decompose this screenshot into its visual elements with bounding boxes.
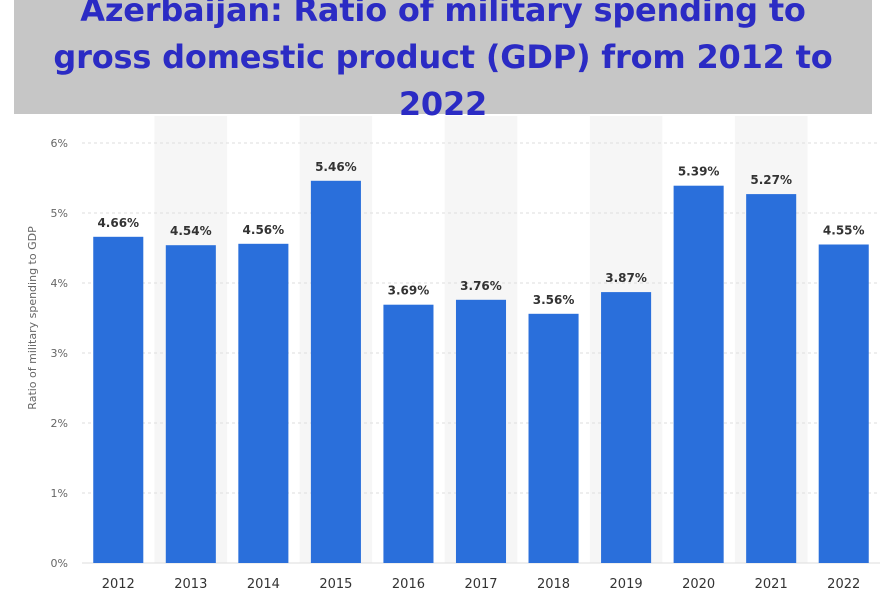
data-label: 5.39% [678,165,720,179]
data-label: 3.69% [388,284,430,298]
y-tick-label: 5% [51,207,68,220]
y-axis: 0% 1% 2% 3% 4% 5% 6% [51,137,68,570]
bar [238,243,289,564]
x-tick-label: 2019 [610,577,643,592]
y-axis-title: Ratio of military spending to GDP [26,226,39,410]
bar [746,194,797,563]
bar [93,236,144,564]
x-tick-label: 2017 [464,577,497,592]
x-tick-label: 2012 [102,577,135,592]
data-label: 4.56% [243,223,285,237]
x-tick-label: 2020 [682,577,715,592]
bar [310,180,361,564]
data-labels: 4.66% 4.54% 4.56% 5.46% 3.69% 3.76% 3.56% 3.87%… [97,160,864,307]
y-tick-label: 3% [51,347,68,360]
y-tick-label: 1% [51,487,68,500]
x-tick-label: 2014 [247,577,280,592]
bar [455,299,507,563]
y-tick-label: 6% [51,137,68,150]
bar [383,304,434,563]
chart-title: Azerbaijan: Ratio of military spending t… [53,0,833,123]
x-axis: 2012 2013 2014 2015 2016 2017 2018 2019 2020 2021… [102,577,861,592]
data-label: 3.87% [605,271,647,285]
y-tick-label: 2% [51,417,68,430]
data-label: 5.27% [750,173,792,187]
bar [601,292,652,563]
x-tick-label: 2015 [319,577,352,592]
bar [673,185,724,563]
data-label: 4.55% [823,224,865,238]
x-tick-label: 2018 [537,577,570,592]
y-tick-label: 4% [51,277,68,290]
bars [93,180,869,564]
bar [528,313,579,563]
data-label: 5.46% [315,160,357,174]
x-tick-label: 2021 [755,577,788,592]
data-label: 4.66% [97,216,139,230]
data-label: 4.54% [170,224,212,238]
x-tick-label: 2013 [174,577,207,592]
x-tick-label: 2022 [827,577,860,592]
y-tick-label: 0% [51,557,68,570]
title-banner: Azerbaijan: Ratio of military spending t… [14,0,872,123]
bar [818,244,869,563]
x-tick-label: 2016 [392,577,425,592]
data-label: 3.56% [533,293,575,307]
data-label: 3.76% [460,279,502,293]
bar [165,245,216,563]
